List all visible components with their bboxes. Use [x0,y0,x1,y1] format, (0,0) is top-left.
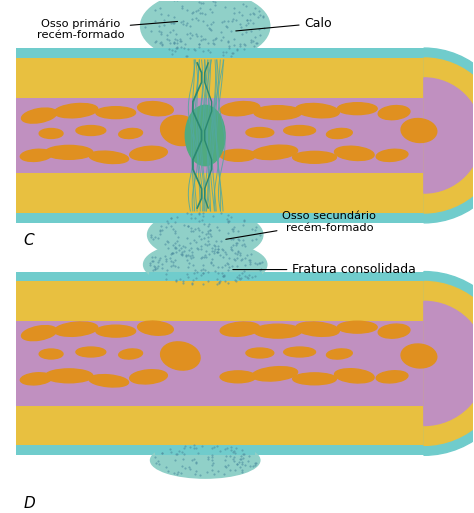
Ellipse shape [76,347,106,357]
Ellipse shape [45,369,93,383]
Ellipse shape [220,371,256,383]
Ellipse shape [118,349,143,359]
Ellipse shape [401,119,437,143]
Ellipse shape [284,126,316,135]
Ellipse shape [144,242,267,287]
Ellipse shape [246,128,274,137]
Ellipse shape [96,325,136,337]
Bar [16,173,424,213]
Ellipse shape [254,106,301,120]
Ellipse shape [21,108,57,123]
Ellipse shape [401,344,437,368]
Ellipse shape [45,145,93,160]
Bar [148,282,262,321]
Bar [16,282,424,321]
Ellipse shape [54,322,98,337]
Wedge shape [424,78,474,193]
Text: Osso secundário
recém-formado: Osso secundário recém-formado [226,211,376,239]
Ellipse shape [161,115,200,146]
Text: Fratura consolidada: Fratura consolidada [233,263,416,276]
Ellipse shape [378,106,410,120]
Ellipse shape [147,210,263,260]
Ellipse shape [137,321,173,336]
Ellipse shape [296,322,339,337]
Ellipse shape [292,151,337,163]
Ellipse shape [141,0,270,61]
Bar [146,58,265,98]
Ellipse shape [378,324,410,338]
Ellipse shape [220,322,260,337]
Ellipse shape [130,146,167,161]
Bar [16,321,424,406]
Bar [16,271,424,456]
Ellipse shape [21,326,57,341]
Ellipse shape [252,145,298,160]
Ellipse shape [39,129,63,139]
Bar [155,445,255,456]
Text: Calo: Calo [236,17,332,31]
Ellipse shape [161,342,200,370]
Ellipse shape [130,370,167,384]
Ellipse shape [337,103,377,114]
Ellipse shape [254,324,301,338]
Ellipse shape [296,104,339,118]
Ellipse shape [118,128,143,139]
Ellipse shape [220,149,256,161]
Bar [148,271,262,282]
Bar [153,213,258,223]
Ellipse shape [335,369,374,383]
Ellipse shape [284,347,316,357]
Ellipse shape [185,105,225,166]
Ellipse shape [220,102,260,116]
Ellipse shape [246,348,274,358]
Bar [16,406,424,445]
Ellipse shape [376,371,408,383]
Ellipse shape [54,104,98,118]
Wedge shape [424,282,474,445]
Bar [146,48,265,58]
Wedge shape [424,58,474,213]
Ellipse shape [151,442,260,478]
Wedge shape [424,301,474,425]
Ellipse shape [96,107,136,119]
Wedge shape [424,48,474,223]
Ellipse shape [376,149,408,162]
Text: D: D [23,496,35,511]
Ellipse shape [76,126,106,135]
Ellipse shape [292,373,337,385]
Ellipse shape [337,321,377,333]
Ellipse shape [252,367,298,381]
Ellipse shape [327,349,352,359]
Ellipse shape [39,349,63,359]
Ellipse shape [20,373,52,385]
Text: Osso primário
recém-formado: Osso primário recém-formado [37,18,178,40]
Ellipse shape [89,151,128,164]
Bar [16,58,424,98]
Bar [155,406,255,445]
Ellipse shape [137,102,173,116]
Wedge shape [424,271,474,456]
Bar [153,173,258,213]
Bar [16,98,424,173]
Ellipse shape [327,128,352,139]
Ellipse shape [335,146,374,161]
Ellipse shape [89,374,128,387]
Bar [16,48,424,223]
Ellipse shape [20,149,52,162]
Text: C: C [23,233,34,248]
